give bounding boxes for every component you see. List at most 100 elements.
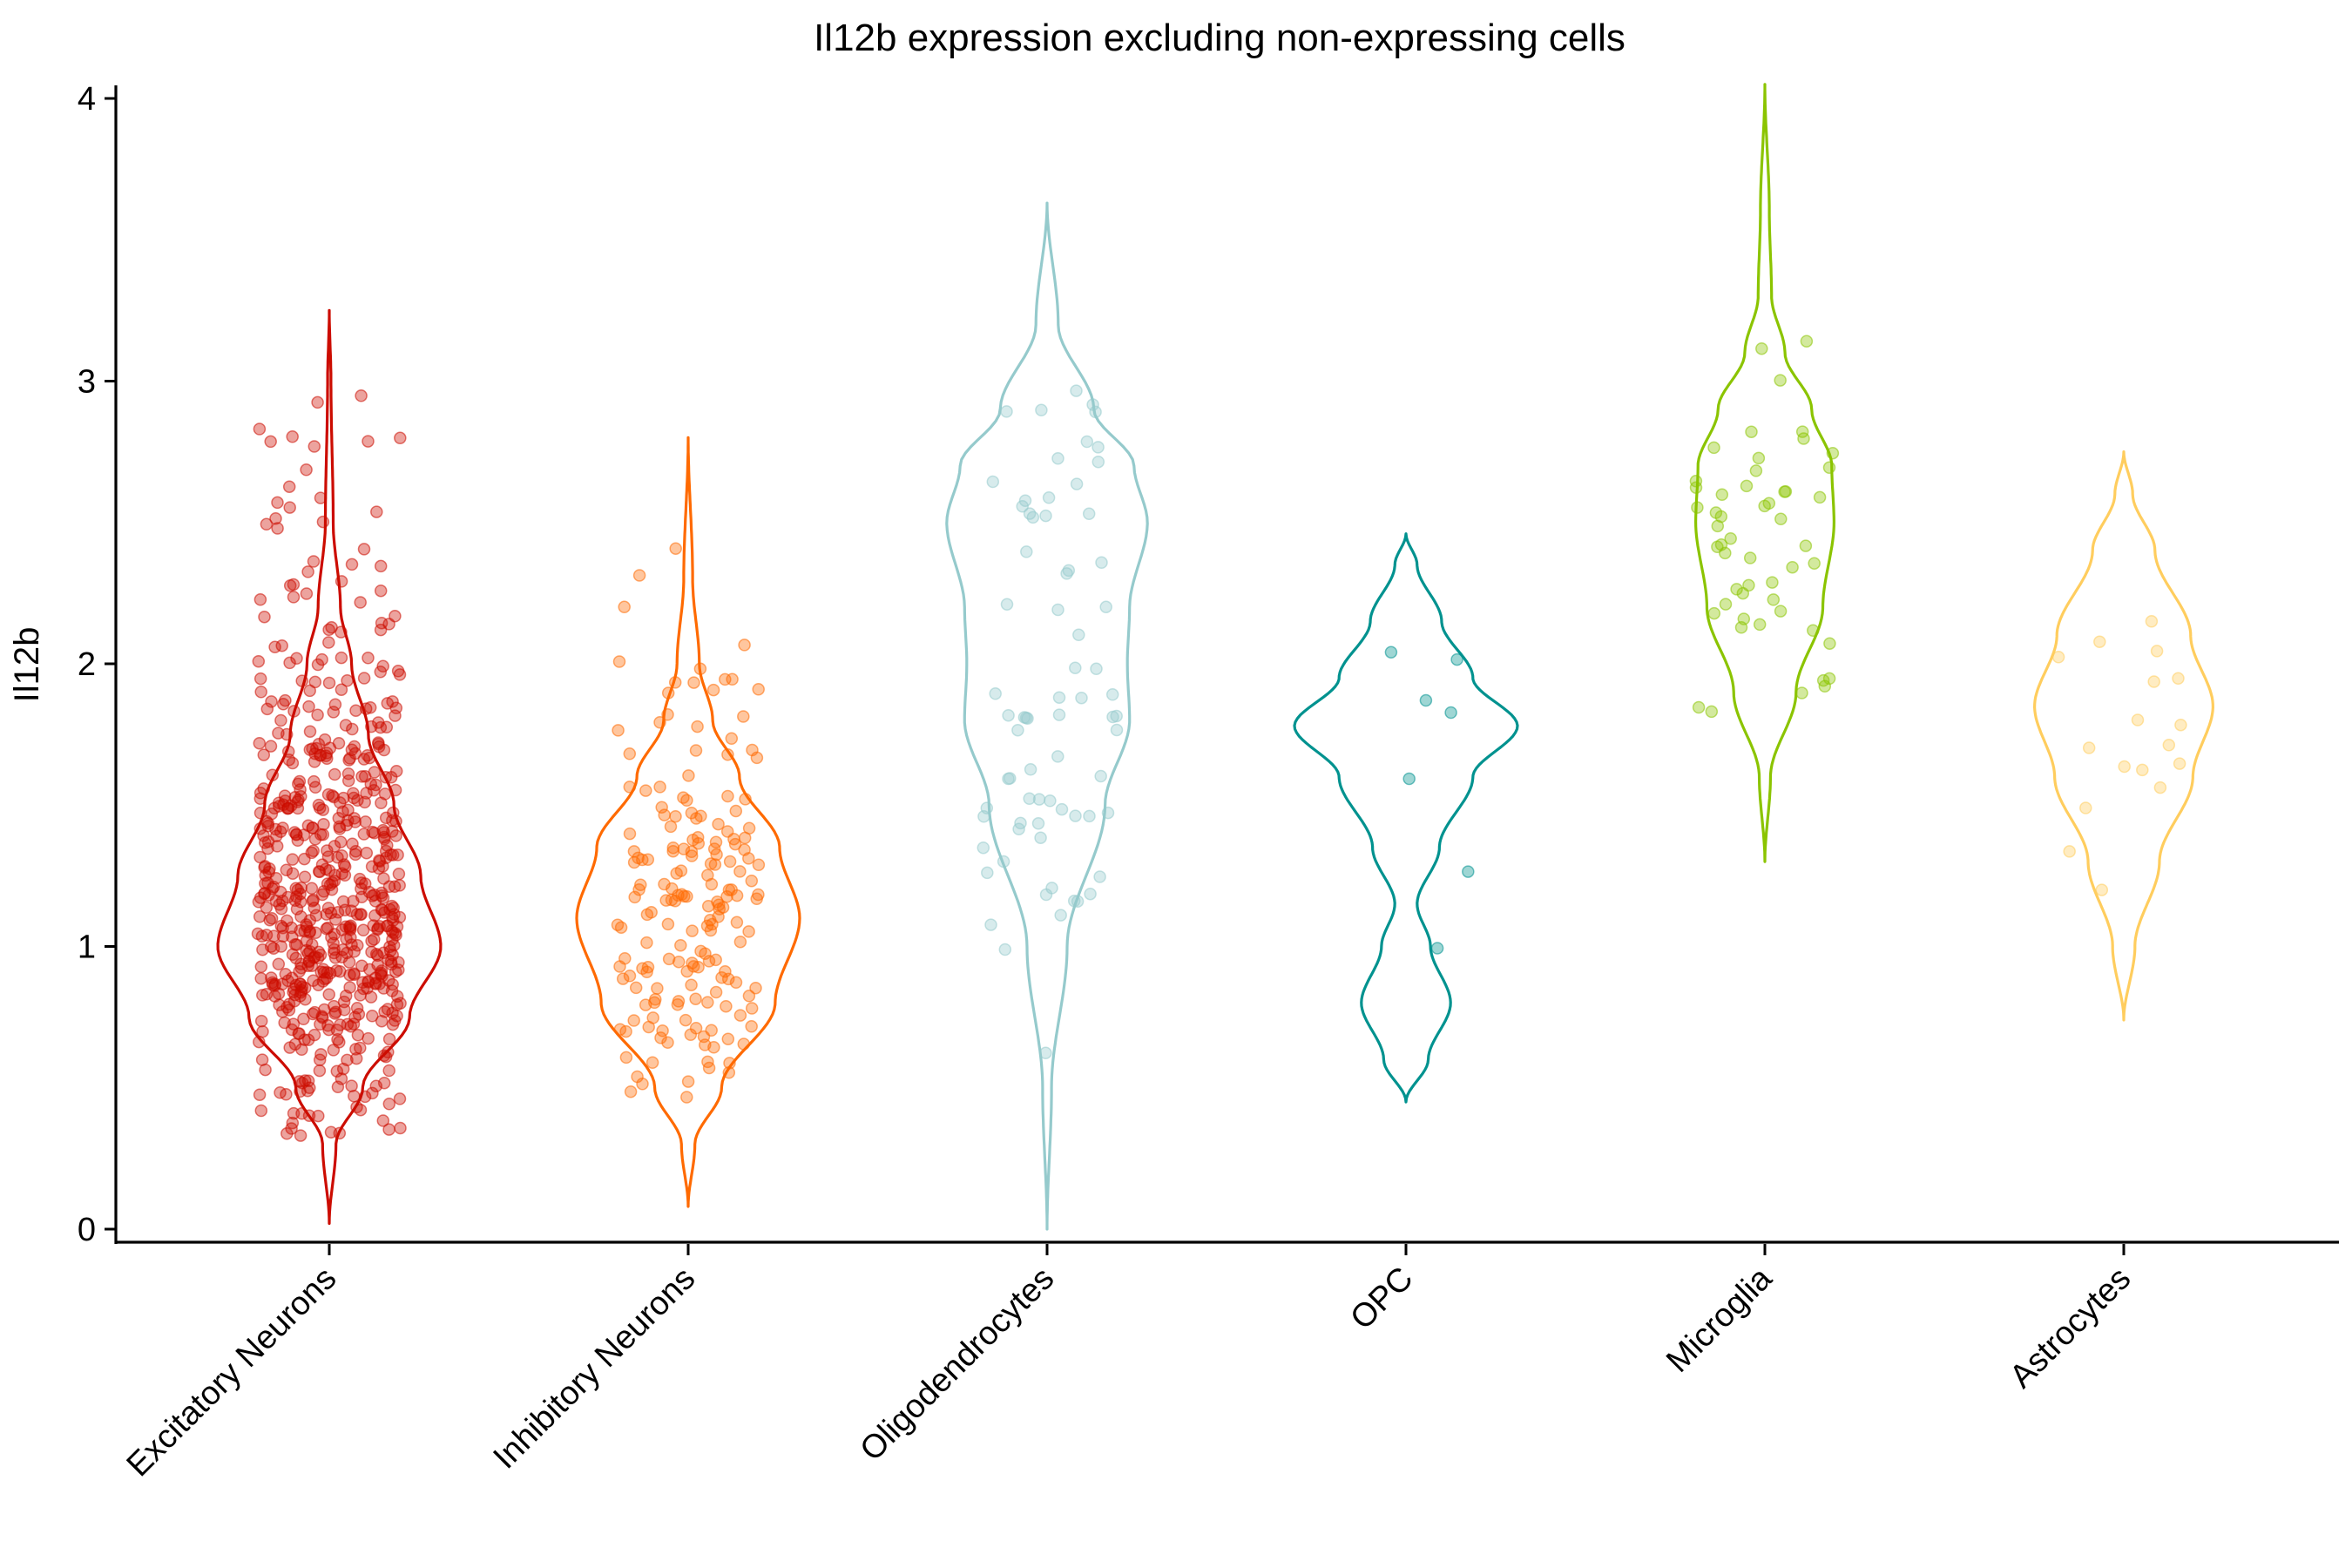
- data-point: [687, 676, 700, 689]
- data-point: [282, 480, 296, 493]
- data-point: [290, 652, 303, 666]
- data-point: [1014, 816, 1027, 830]
- data-point: [681, 1075, 695, 1088]
- data-point: [264, 740, 278, 753]
- data-point: [290, 902, 304, 916]
- data-point: [641, 960, 655, 974]
- x-axis-ticks: Excitatory Neurons Inhibitory Neurons Olig…: [120, 1244, 2138, 1484]
- data-point: [267, 929, 280, 943]
- data-point: [253, 1088, 267, 1101]
- data-point: [381, 1003, 395, 1016]
- data-point: [341, 774, 355, 787]
- data-point: [1795, 686, 1808, 700]
- data-point: [1069, 809, 1082, 822]
- data-point: [374, 623, 388, 637]
- data-point: [285, 921, 298, 935]
- data-point: [270, 840, 284, 853]
- data-point: [2145, 615, 2159, 628]
- data-point: [627, 845, 641, 858]
- data-point: [612, 655, 626, 668]
- data-point: [348, 944, 361, 958]
- data-point: [733, 935, 747, 949]
- y-tick-label: 2: [78, 646, 96, 683]
- data-point: [335, 683, 348, 696]
- data-point: [1730, 583, 1743, 596]
- data-point: [1042, 491, 1056, 504]
- data-point: [737, 710, 750, 723]
- data-point: [1705, 705, 1719, 719]
- data-point: [2093, 635, 2106, 648]
- data-point: [311, 708, 324, 721]
- data-point: [285, 1023, 299, 1037]
- data-point: [614, 921, 628, 934]
- data-point: [265, 695, 278, 708]
- jitter-points: [977, 384, 1124, 1059]
- data-point: [374, 720, 388, 734]
- data-point: [281, 890, 294, 904]
- data-point: [331, 1033, 344, 1046]
- data-point: [365, 945, 378, 959]
- data-point: [289, 828, 303, 841]
- data-point: [375, 902, 389, 916]
- data-point: [627, 1014, 640, 1027]
- data-point: [335, 1072, 348, 1085]
- data-point: [1075, 691, 1088, 705]
- data-point: [1055, 802, 1069, 816]
- data-point: [357, 753, 371, 766]
- data-point: [366, 825, 379, 839]
- data-point: [328, 868, 341, 882]
- data-point: [363, 700, 377, 714]
- data-point: [366, 1086, 379, 1100]
- data-point: [283, 579, 297, 592]
- data-point: [272, 957, 286, 970]
- data-point: [349, 1043, 362, 1056]
- data-point: [331, 851, 344, 864]
- data-point: [267, 942, 280, 955]
- data-point: [308, 1028, 321, 1042]
- data-point: [317, 817, 330, 831]
- data-point: [2173, 757, 2186, 770]
- data-point: [356, 976, 369, 990]
- data-point: [1018, 494, 1032, 507]
- data-point: [288, 1037, 302, 1051]
- data-point: [357, 672, 371, 685]
- data-point: [666, 882, 679, 896]
- violin-outline: [2033, 450, 2214, 1022]
- data-point: [253, 422, 267, 436]
- data-point: [738, 843, 751, 856]
- violin-group: [2033, 450, 2214, 1022]
- data-point: [664, 820, 678, 834]
- data-point: [314, 1048, 328, 1061]
- data-point: [389, 829, 402, 842]
- data-point: [352, 1008, 366, 1021]
- data-point: [368, 766, 382, 779]
- data-point: [684, 1028, 698, 1042]
- data-point: [302, 954, 316, 968]
- data-point: [746, 743, 759, 757]
- data-point: [2174, 718, 2187, 732]
- data-point: [377, 830, 391, 844]
- data-point: [377, 826, 390, 839]
- data-point: [266, 976, 279, 990]
- data-point: [387, 902, 400, 915]
- data-point: [623, 747, 637, 760]
- data-point: [251, 927, 265, 941]
- data-point: [334, 1018, 347, 1031]
- data-point: [393, 879, 406, 892]
- data-point: [2118, 760, 2131, 774]
- data-point: [345, 1079, 358, 1092]
- data-point: [279, 693, 292, 707]
- data-point: [656, 1024, 669, 1037]
- data-point: [274, 713, 287, 727]
- data-point: [1749, 464, 1763, 477]
- data-point: [348, 967, 361, 980]
- data-point: [619, 1051, 633, 1064]
- data-point: [733, 865, 747, 878]
- data-point: [286, 1116, 300, 1130]
- data-point: [269, 511, 282, 525]
- data-point: [309, 909, 323, 922]
- data-point: [704, 857, 718, 870]
- data-point: [720, 999, 733, 1013]
- data-point: [382, 974, 395, 987]
- data-point: [355, 770, 368, 783]
